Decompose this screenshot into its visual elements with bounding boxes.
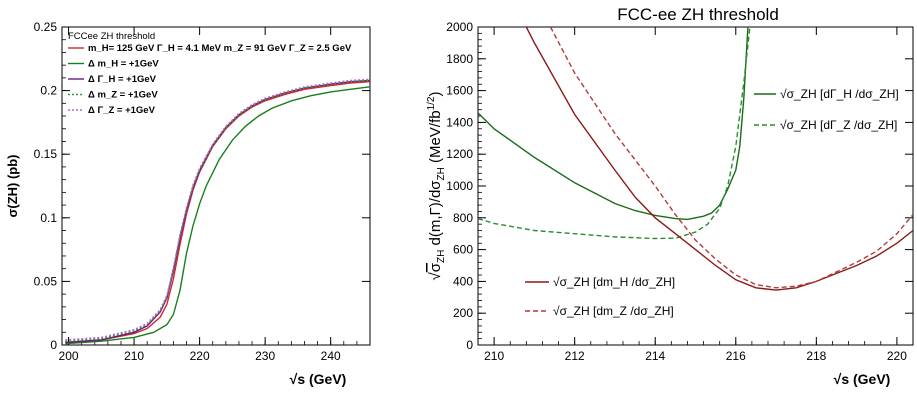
legend-label: m_H= 125 GeV Γ_H = 4.1 MeV m_Z = 91 GeV … — [88, 43, 352, 54]
x-tick-label: 218 — [806, 349, 826, 363]
y-tick-label: 600 — [453, 243, 473, 257]
y-tick-label: 1400 — [446, 115, 473, 129]
y-tick-label: 1200 — [446, 147, 473, 161]
series-line — [65, 81, 370, 344]
y-tick-label: 200 — [453, 306, 473, 320]
x-tick-label: 200 — [59, 349, 79, 363]
left-legend-items: m_H= 125 GeV Γ_H = 4.1 MeV m_Z = 91 GeV … — [68, 43, 352, 116]
x-tick-label: 240 — [321, 349, 341, 363]
x-tick-label: 214 — [645, 349, 665, 363]
x-tick-label: 210 — [484, 349, 504, 363]
right-axes: 210 212 214 216 218 220 0 200 400 600 800 1000 1200 1… — [446, 20, 913, 363]
series-line — [65, 86, 370, 345]
x-tick-label: 216 — [726, 349, 746, 363]
left-chart: 200 210 220 230 240 0 0.05 0.1 0.15 0.2 0.25 σ(ZH)… — [5, 20, 371, 387]
y-tick-label: 400 — [453, 274, 473, 288]
series-line — [525, 27, 913, 291]
series-line — [65, 78, 370, 341]
legend-label: Δ Γ_Z = +1GeV — [88, 105, 156, 116]
right-legend: √σ_ZH [dΓ_H /dσ_ZH] √σ_ZH [dΓ_Z /dσ_ZH] √σ… — [525, 87, 899, 318]
legend-label: Δ m_Z = +1GeV — [88, 90, 158, 101]
y-tick-label: 0 — [466, 338, 473, 352]
right-title: FCC-ee ZH threshold — [617, 5, 779, 24]
legend-label: √σ_ZH [dΓ_Z /dσ_ZH] — [780, 118, 897, 132]
series-line — [65, 79, 370, 342]
left-xlabel: √s (GeV) — [290, 371, 347, 387]
right-xlabel: √s (GeV) — [834, 371, 891, 387]
right-ylabel: √σZH d(m,Γ)/dσZH (MeV/fb1/2) — [426, 92, 447, 281]
series-line — [478, 27, 751, 240]
left-legend: FCCee ZH threshold m_H= 125 GeV Γ_H = 4.… — [68, 31, 352, 116]
y-tick-label: 0.1 — [40, 211, 57, 225]
x-tick-label: 220 — [887, 349, 907, 363]
left-plot-frame — [61, 26, 371, 346]
y-tick-label: 1800 — [446, 52, 473, 66]
series-line — [65, 79, 370, 344]
y-tick-label: 1000 — [446, 179, 473, 193]
series-line — [478, 27, 749, 221]
legend-label: √σ_ZH [dΓ_H /dσ_ZH] — [780, 87, 899, 101]
y-tick-label: 0.15 — [34, 147, 58, 161]
x-tick-label: 210 — [124, 349, 144, 363]
y-tick-label: 0 — [50, 338, 57, 352]
y-tick-label: 1600 — [446, 84, 473, 98]
y-tick-label: 0.2 — [40, 84, 57, 98]
legend-label: Δ m_H = +1GeV — [88, 59, 159, 70]
y-tick-label: 800 — [453, 211, 473, 225]
right-chart: 210 212 214 216 218 220 0 200 400 600 800 1000 1200 1… — [426, 5, 914, 387]
left-legend-title: FCCee ZH threshold — [68, 31, 155, 42]
y-tick-label: 2000 — [446, 20, 473, 34]
svg-text:√σZH d(m,Γ)/dσZH (MeV/fb1/2): √σZH d(m,Γ)/dσZH (MeV/fb1/2) — [426, 92, 447, 281]
right-plot-frame — [477, 26, 914, 346]
legend-label: Δ Γ_H = +1GeV — [88, 74, 157, 85]
legend-label: √σ_ZH [dm_H /dσ_ZH] — [553, 275, 675, 289]
x-tick-label: 230 — [255, 349, 275, 363]
left-axes: 200 210 220 230 240 0 0.05 0.1 0.15 0.2 0.25 — [34, 20, 371, 363]
series-line — [549, 27, 913, 289]
x-tick-label: 220 — [190, 349, 210, 363]
x-tick-label: 212 — [565, 349, 585, 363]
y-tick-label: 0.25 — [34, 20, 58, 34]
left-series-group — [65, 78, 370, 345]
right-series-group — [478, 27, 913, 291]
y-tick-label: 0.05 — [34, 274, 58, 288]
legend-label: √σ_ZH [dm_Z /dσ_ZH] — [553, 304, 674, 318]
left-ylabel: σ(ZH) (pb) — [5, 154, 20, 217]
